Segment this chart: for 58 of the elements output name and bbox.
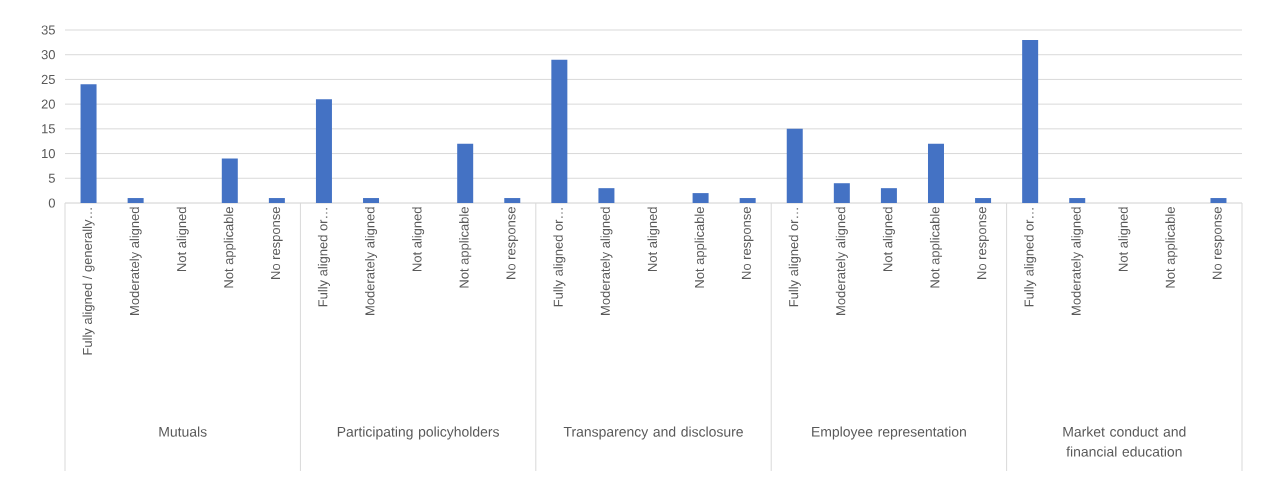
text: Mutuals — [159, 426, 207, 437]
y-tick-label: 5 — [48, 173, 55, 183]
x-tick-label: Not aligned — [647, 207, 660, 271]
x-tick-label: Fully aligned or… — [317, 208, 330, 307]
y-tick-label: 25 — [41, 74, 55, 84]
bar — [363, 198, 380, 203]
y-tick-label: 0 — [48, 198, 55, 208]
x-tick-label: Not aligned — [412, 207, 425, 271]
x-tick-label: Moderately aligned — [1071, 207, 1084, 315]
y-tick-label: 10 — [42, 148, 55, 159]
x-tick-label: No response — [506, 207, 519, 279]
x-tick-label: No response — [1212, 207, 1225, 279]
text: Participating policyholders — [337, 426, 499, 440]
bar — [786, 128, 803, 203]
bar — [833, 183, 850, 203]
x-tick-label: Not applicable — [1165, 207, 1178, 288]
text: Market conduct and financial education — [1063, 426, 1186, 457]
x-tick-label: Not applicable — [929, 207, 943, 288]
x-tick-label: Not applicable — [223, 207, 236, 288]
bar — [551, 59, 568, 203]
x-tick-label: Moderately aligned — [835, 207, 848, 315]
text: Transparency and disclosure — [563, 426, 743, 440]
x-tick-label: Fully aligned or… — [788, 208, 801, 307]
bar — [739, 198, 756, 203]
x-tick-label: Moderately aligned — [600, 207, 613, 315]
x-tick-label: Fully aligned or… — [553, 208, 566, 307]
x-tick-label: Fully aligned / generally… — [82, 208, 95, 355]
bar — [880, 188, 897, 203]
x-tick-label: Moderately aligned — [129, 207, 142, 315]
bar — [927, 143, 944, 203]
x-tick-label: Not applicable — [459, 207, 472, 288]
text: Employee representation — [812, 426, 966, 440]
x-tick-label: Moderately aligned — [364, 207, 378, 315]
bar — [598, 188, 615, 203]
bar — [268, 198, 285, 203]
y-tick-label: 20 — [41, 99, 55, 109]
x-tick-label: Fully aligned or… — [1024, 208, 1037, 307]
y-tick-label: 30 — [41, 50, 55, 60]
bar — [221, 158, 238, 203]
x-tick-label: Not aligned — [1118, 207, 1131, 271]
x-tick-label: Not aligned — [882, 207, 895, 271]
bar — [1210, 198, 1227, 203]
bar — [1022, 39, 1039, 203]
x-tick-label: No response — [271, 207, 283, 279]
bar — [692, 193, 709, 203]
bar — [975, 198, 992, 203]
bar — [80, 84, 97, 203]
x-tick-label: No response — [977, 207, 989, 279]
bar — [315, 99, 332, 203]
bar — [127, 198, 144, 203]
x-tick-label: No response — [741, 207, 754, 279]
y-tick-label: 15 — [42, 124, 55, 134]
bar — [504, 198, 521, 203]
bar — [1069, 198, 1086, 203]
x-tick-label: Not aligned — [176, 207, 189, 271]
y-tick-label: 35 — [41, 25, 55, 35]
x-tick-label: Not applicable — [694, 207, 707, 288]
bar — [457, 143, 474, 203]
